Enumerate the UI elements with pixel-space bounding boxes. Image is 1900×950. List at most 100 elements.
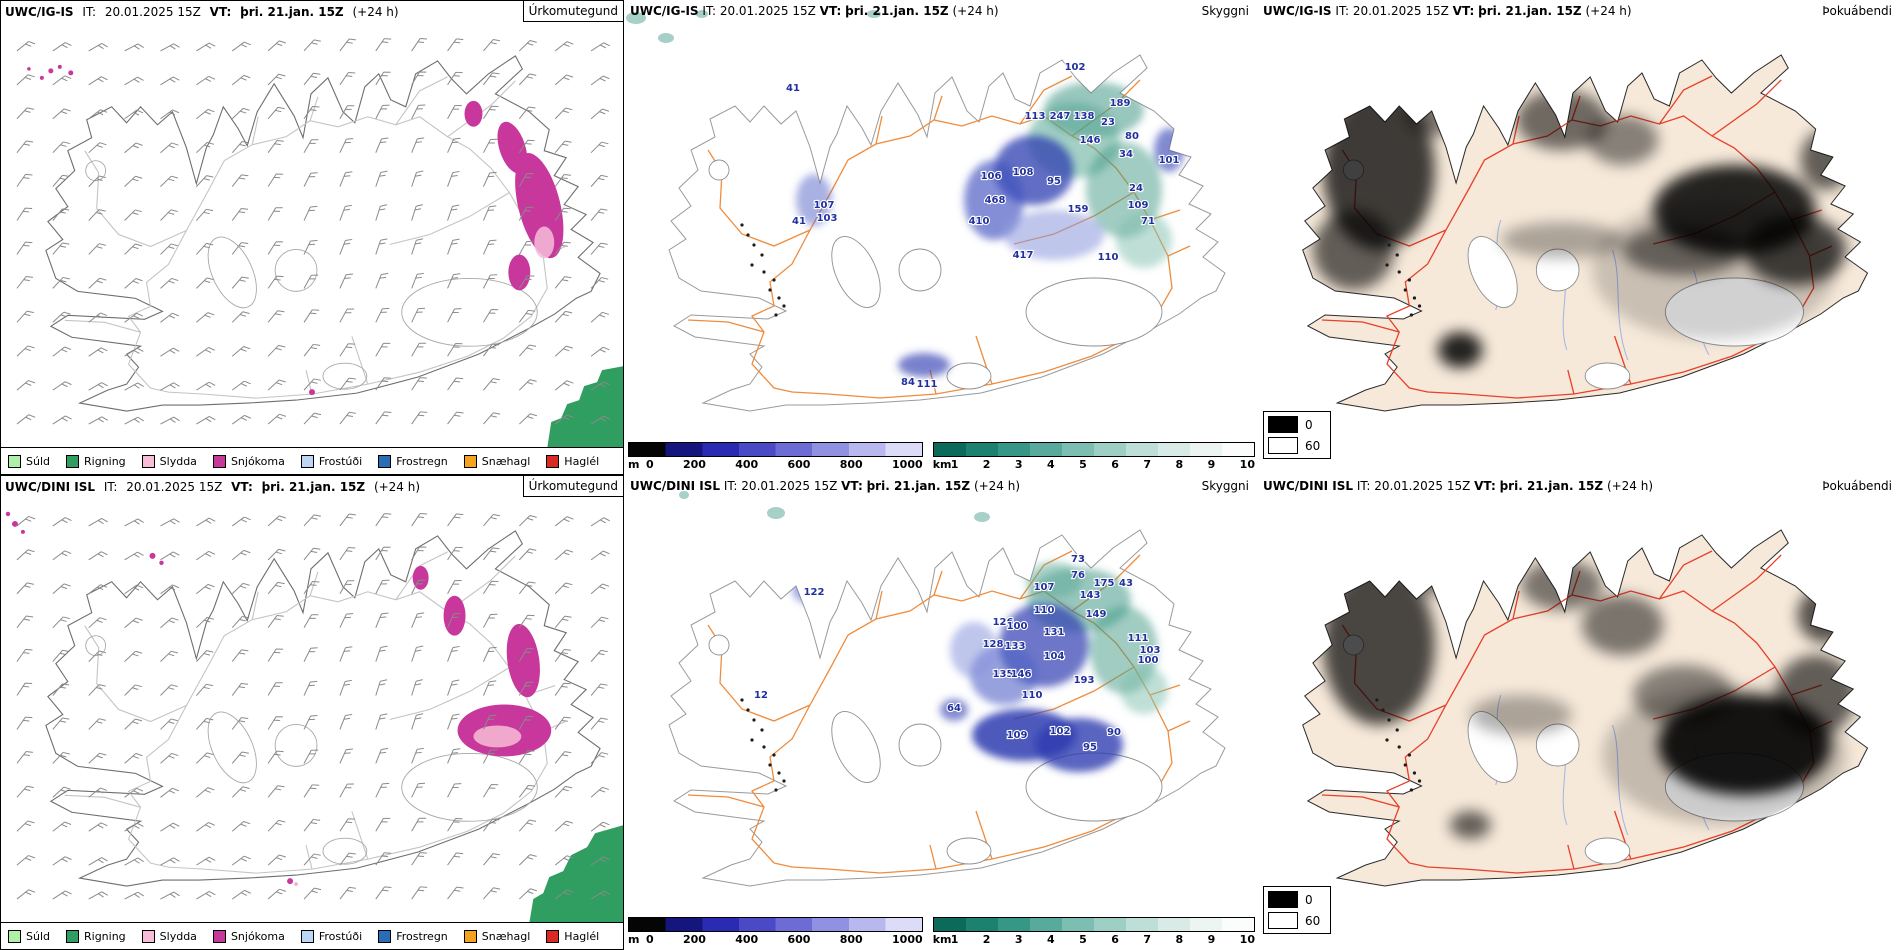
visibility-value: 111 <box>917 379 938 390</box>
fog-shading <box>1323 555 1857 839</box>
colorbar-tick: 400 <box>735 458 759 471</box>
colorbar-tick: 5 <box>1079 458 1087 471</box>
legend-label: Súld <box>26 454 50 468</box>
panel-vis-dini: 122 73 76 107 175 143 43 110 126 100 131 149 128 133 1… <box>624 475 1257 950</box>
visibility-value: 108 <box>1013 167 1034 178</box>
fog-map-svg <box>1302 529 1869 887</box>
precip-legend: Súld Rigning Slydda Snjókoma Frostúði Frostre… <box>1 447 623 474</box>
param-label: Úrkomutegund <box>522 1 623 22</box>
ocean-specks <box>626 10 881 43</box>
legend-label: Rigning <box>84 929 126 943</box>
legend-label: Slydda <box>159 454 197 468</box>
legend-item-Slydda: Slydda <box>141 454 197 468</box>
visibility-colorbar: m 0 200 400 600 800 1000 km 1 2 3 4 5 6 7 8 9 10 <box>628 442 1255 471</box>
legend-label: Haglél <box>564 929 600 943</box>
visibility-value: 95 <box>1047 176 1061 187</box>
rain-sea-patch <box>529 825 623 922</box>
legend-swatch <box>8 454 21 468</box>
panel-vis-igis: 41 102 189 113 247 138 23 80 146 34 101 106 108 95 468… <box>624 0 1257 475</box>
vt-value: þri. 21.jan. 15Z <box>261 480 366 494</box>
legend-label: Frostúði <box>318 454 363 468</box>
rain-sea-patch <box>547 366 623 447</box>
it-label: IT: <box>82 5 96 19</box>
visibility-value: 146 <box>1080 135 1101 146</box>
panel-header: UWC/IG-IS IT: 20.01.2025 15Z VT: þri. 21… <box>1 1 623 22</box>
colorbar-kilometers-gradient <box>932 917 1255 932</box>
visibility-value: 410 <box>969 216 990 227</box>
colorbar-tick: 2 <box>982 933 991 946</box>
visibility-value: 146 <box>1011 669 1032 680</box>
visibility-value: 84 <box>901 377 915 388</box>
legend-swatch <box>212 454 226 468</box>
visibility-value: 247 <box>1050 111 1071 122</box>
legend-item-Frostúði: Frostúði <box>300 454 363 468</box>
legend-swatch <box>546 454 560 468</box>
precip-legend: Súld Rigning Slydda Snjókoma Frostúði Frostre… <box>1 922 623 949</box>
visibility-value: 71 <box>1141 216 1155 227</box>
legend-item-Snæhagl: Snæhagl <box>463 929 531 943</box>
legend-swatch <box>546 929 560 943</box>
precip-map <box>1 496 623 922</box>
visibility-value: 107 <box>1034 582 1055 593</box>
colorbar-tick: 1000 <box>892 933 923 946</box>
fog-legend-row: 60 <box>1268 437 1320 454</box>
visibility-value: 110 <box>1098 252 1119 263</box>
visibility-value: 24 <box>1129 183 1143 194</box>
panel-fog-igis: UWC/IG-IS IT: 20.01.2025 15Z VT: þri. 21… <box>1257 0 1900 475</box>
colorbar-unit: m <box>628 458 640 471</box>
fog-legend-label: 60 <box>1305 438 1321 453</box>
visibility-value: 34 <box>1119 149 1133 160</box>
ocean-specks <box>679 491 990 522</box>
legend-item-Haglél: Haglél <box>546 929 600 943</box>
visibility-value: 73 <box>1071 554 1085 565</box>
visibility-value: 135 <box>993 669 1014 680</box>
legend-swatch <box>66 929 79 943</box>
fog-legend-label: 60 <box>1305 913 1321 928</box>
colorbar-tick: 0 <box>646 933 654 946</box>
panel-header: UWC/DINI ISL IT: 20.01.2025 15Z VT: þri.… <box>1 476 623 497</box>
vis-map-svg: 41 102 189 113 247 138 23 80 146 34 101 106 108 95 468… <box>626 10 1226 412</box>
visibility-value: 100 <box>1138 655 1159 666</box>
legend-label: Frostúði <box>318 929 363 943</box>
fog-legend-label: 0 <box>1305 892 1313 907</box>
colorbar-tick: 4 <box>1047 933 1055 946</box>
visibility-value: 23 <box>1101 117 1115 128</box>
colorbar-tick: 600 <box>787 458 811 471</box>
colorbar-kilometers-ticks: km 1 2 3 4 5 6 7 8 9 10 <box>933 458 1255 471</box>
colorbar-meters-gradient <box>628 917 923 932</box>
visibility-value: 110 <box>1034 605 1055 616</box>
legend-label: Snæhagl <box>481 929 531 943</box>
legend-label: Rigning <box>84 454 126 468</box>
precip-map <box>1 21 623 447</box>
legend-swatch <box>66 454 79 468</box>
panel-precip-igis: UWC/IG-IS IT: 20.01.2025 15Z VT: þri. 21… <box>0 0 624 475</box>
colorbar-tick: 200 <box>682 933 706 946</box>
visibility-value: 101 <box>1159 155 1180 166</box>
legend-item-Súld: Súld <box>8 454 50 468</box>
visibility-value: 104 <box>1044 651 1065 662</box>
colorbar-tick: 7 <box>1143 933 1151 946</box>
fog-legend-row: 0 <box>1268 416 1320 433</box>
wind-barbs <box>16 35 611 430</box>
vt-label: VT: <box>209 5 232 19</box>
legend-label: Snjókoma <box>230 454 285 468</box>
colorbar-meters-ticks: m 0 200 400 600 800 1000 <box>628 933 923 946</box>
legend-item-Snjókoma: Snjókoma <box>212 454 285 468</box>
legend-swatch <box>8 929 21 943</box>
visibility-value: 12 <box>754 690 768 701</box>
legend-swatch <box>141 454 155 468</box>
legend-label: Slydda <box>159 929 197 943</box>
visibility-value: 64 <box>947 703 961 714</box>
legend-swatch <box>378 454 392 468</box>
colorbar-tick: 10 <box>1239 933 1255 946</box>
visibility-value: 133 <box>1005 641 1026 652</box>
visibility-value: 131 <box>1044 627 1065 638</box>
visibility-colorbar: m 0 200 400 600 800 1000 km 1 2 3 4 5 6 7 8 9 10 <box>628 917 1255 946</box>
visibility-value: 106 <box>981 171 1002 182</box>
param-label: Úrkomutegund <box>522 476 623 497</box>
colorbar-tick: 7 <box>1143 458 1151 471</box>
visibility-value: 43 <box>1119 578 1133 589</box>
visibility-value: 110 <box>1022 690 1043 701</box>
